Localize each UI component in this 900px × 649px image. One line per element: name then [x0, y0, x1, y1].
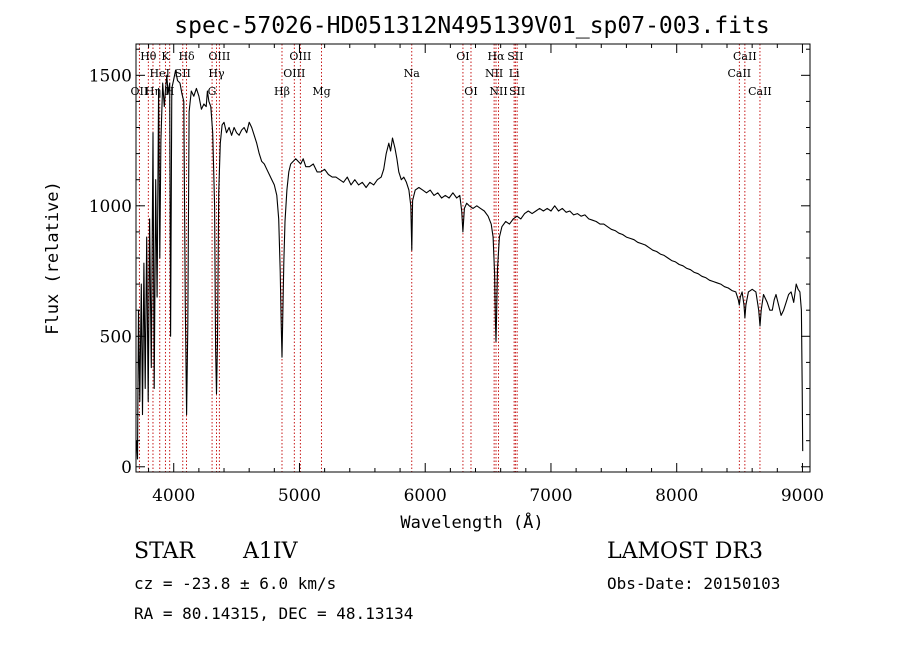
- y-tick-label: 1500: [89, 66, 132, 86]
- spectral-line-label: G: [208, 85, 217, 98]
- x-tick-label: 8000: [655, 486, 698, 506]
- spectral-line-label: NII: [485, 67, 503, 80]
- sky-coordinates: RA = 80.14315, DEC = 48.13134: [134, 604, 414, 623]
- spectral-line-label: HeI: [150, 67, 170, 80]
- spectral-line-label: Hβ: [274, 85, 290, 98]
- plot-frame: [135, 43, 811, 473]
- spectral-line-label: Hα: [487, 50, 505, 63]
- x-tick-label: 6000: [404, 486, 447, 506]
- spectral-line-label: Hγ: [208, 67, 225, 80]
- spectral-line-label: OIII: [283, 67, 305, 80]
- y-axis-label: Flux (relative): [43, 181, 63, 335]
- spectral-line-label: Mg: [312, 85, 330, 98]
- spectral-line-markers: [138, 44, 761, 472]
- spectral-line-label: OII: [131, 85, 149, 98]
- spectral-line-label: K: [161, 50, 170, 63]
- x-axis-ticks: 4000 5000 6000 7000 8000 9000: [148, 44, 824, 506]
- spectral-line-label: OI: [456, 50, 469, 63]
- object-class: STAR: [134, 539, 195, 564]
- spectral-line-label: Na: [404, 67, 421, 80]
- chart-title: spec-57026-HD051312N495139V01_sp07-003.f…: [174, 13, 769, 39]
- spectral-line-label: Hη: [145, 85, 161, 98]
- spectral-line-label: CaII: [733, 50, 757, 63]
- spectral-line-label: SII: [175, 67, 191, 80]
- x-axis-label: Wavelength (Å): [400, 511, 543, 533]
- spectral-line-label: Hθ: [140, 50, 157, 63]
- redshift-value: cz = -23.8 ± 6.0 km/s: [134, 574, 337, 593]
- spectral-line-labels: OIIHθHηHeIKHSIIHδGHγOIIIHβOIIIOIIIMgNaOI…: [131, 50, 772, 98]
- spectrum-line: [136, 69, 804, 460]
- x-tick-label: 9000: [781, 486, 824, 506]
- observation-date: Obs-Date: 20150103: [607, 574, 781, 593]
- y-tick-label: 1000: [89, 197, 132, 217]
- spectral-line-label: OIII: [208, 50, 230, 63]
- spectral-line-label: Hδ: [178, 50, 195, 63]
- y-tick-label: 0: [121, 458, 132, 478]
- spectral-line-label: CaII: [748, 85, 772, 98]
- spectral-line-label: CaII: [727, 67, 751, 80]
- spectral-line-label: SII: [509, 85, 525, 98]
- x-tick-label: 5000: [278, 486, 321, 506]
- spectral-line-label: SII: [507, 50, 523, 63]
- spectral-line-label: OI: [464, 85, 477, 98]
- spectral-line-label: OIII: [289, 50, 311, 63]
- y-axis-ticks: 0 500 1000 1500: [89, 48, 810, 478]
- survey-name: LAMOST DR3: [607, 539, 763, 564]
- y-tick-label: 500: [100, 327, 132, 347]
- spectral-line-label: NII: [489, 85, 507, 98]
- spectral-line-label: Li: [509, 67, 520, 80]
- x-tick-label: 7000: [529, 486, 572, 506]
- x-tick-label: 4000: [152, 486, 195, 506]
- object-subclass: A1IV: [243, 539, 298, 564]
